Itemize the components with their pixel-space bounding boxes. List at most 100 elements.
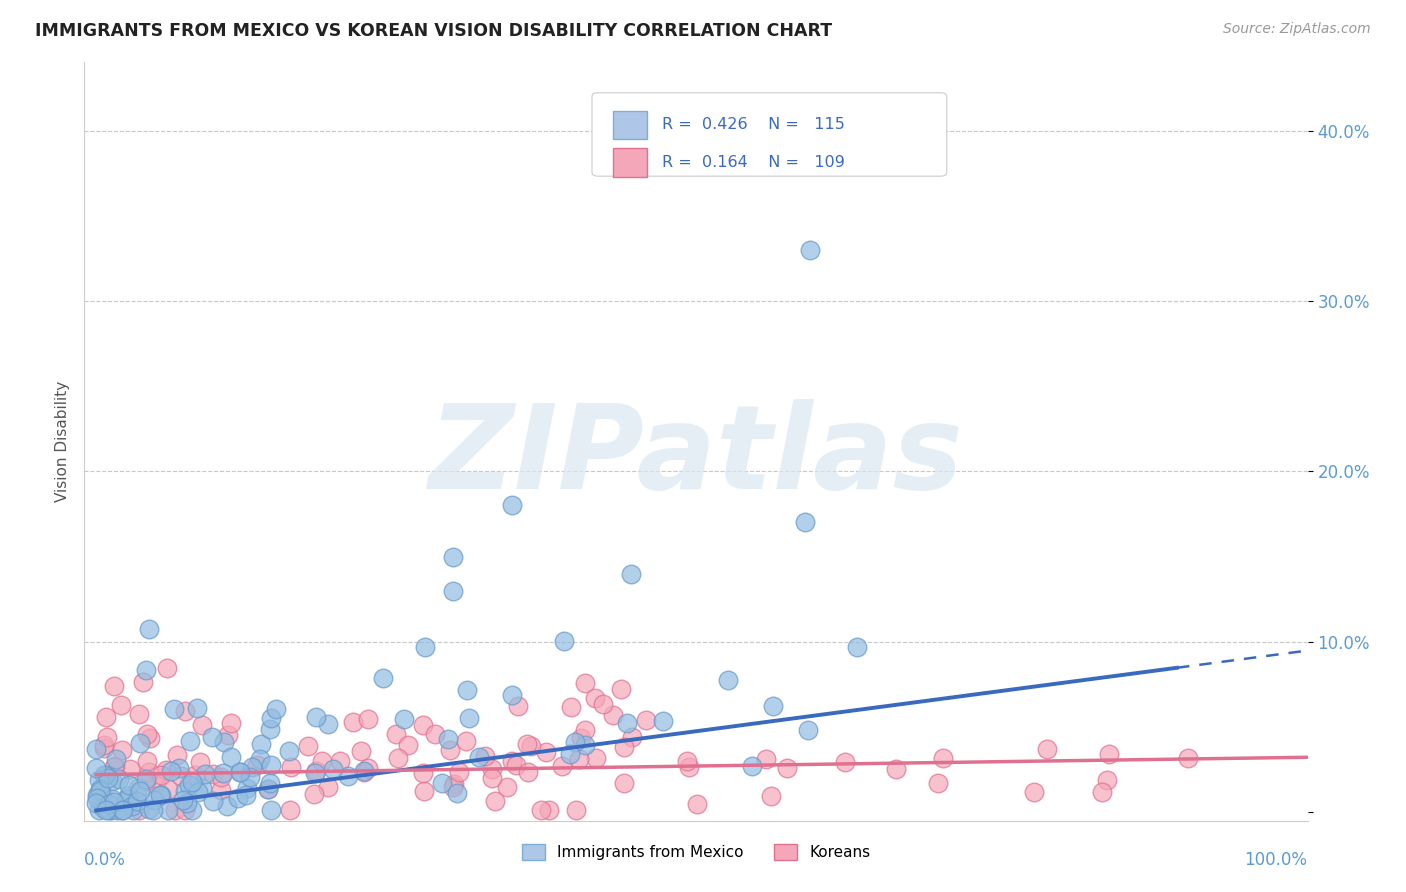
Point	[217, 728, 239, 742]
Point	[214, 735, 236, 749]
Point	[302, 788, 325, 802]
Point	[342, 715, 364, 730]
Point	[793, 516, 815, 530]
Point	[103, 795, 125, 809]
Point	[167, 761, 190, 775]
Point	[97, 771, 120, 785]
Point	[259, 722, 281, 736]
Point	[506, 699, 529, 714]
Point	[173, 804, 195, 818]
Text: Source: ZipAtlas.com: Source: ZipAtlas.com	[1223, 22, 1371, 37]
Point	[128, 804, 150, 818]
Point	[796, 723, 818, 737]
Point	[111, 804, 134, 818]
Point	[110, 698, 132, 713]
Point	[209, 770, 232, 784]
Point	[436, 731, 458, 746]
Point	[574, 723, 596, 737]
Point	[105, 804, 128, 818]
Point	[105, 751, 128, 765]
FancyBboxPatch shape	[613, 111, 647, 139]
Point	[574, 676, 596, 690]
Point	[520, 739, 543, 753]
Point	[86, 797, 108, 811]
Text: R =  0.164    N =   109: R = 0.164 N = 109	[662, 155, 845, 170]
Point	[468, 750, 491, 764]
Point	[86, 791, 108, 805]
Point	[246, 758, 269, 772]
Point	[741, 759, 763, 773]
Text: IMMIGRANTS FROM MEXICO VS KOREAN VISION DISABILITY CORRELATION CHART: IMMIGRANTS FROM MEXICO VS KOREAN VISION …	[35, 22, 832, 40]
Point	[236, 780, 259, 795]
Point	[834, 755, 856, 769]
Point	[188, 755, 211, 769]
Point	[217, 799, 239, 814]
Point	[305, 764, 328, 778]
Point	[530, 804, 553, 818]
Point	[501, 688, 523, 702]
Point	[558, 747, 581, 761]
Point	[567, 752, 589, 766]
Point	[652, 714, 675, 729]
Point	[118, 762, 141, 776]
Point	[149, 788, 172, 802]
Point	[353, 765, 375, 780]
Point	[111, 804, 134, 818]
Point	[495, 780, 517, 795]
Point	[229, 765, 252, 780]
Point	[932, 751, 955, 765]
Point	[759, 789, 782, 803]
Point	[799, 243, 821, 257]
Point	[249, 737, 271, 751]
Point	[371, 671, 394, 685]
Point	[845, 640, 868, 654]
Point	[194, 767, 217, 781]
Point	[412, 717, 434, 731]
Point	[226, 791, 249, 805]
Point	[84, 742, 107, 756]
Point	[517, 764, 540, 779]
Point	[96, 731, 118, 745]
Point	[176, 796, 198, 810]
Point	[585, 751, 607, 765]
Point	[675, 755, 697, 769]
Point	[191, 718, 214, 732]
Point	[616, 715, 638, 730]
Point	[484, 794, 506, 808]
Point	[157, 782, 180, 797]
Point	[336, 769, 359, 783]
Point	[93, 801, 115, 815]
Point	[717, 673, 740, 687]
Point	[443, 776, 465, 790]
Point	[686, 797, 709, 812]
Point	[353, 764, 375, 778]
Point	[138, 802, 160, 816]
FancyBboxPatch shape	[613, 148, 647, 178]
Point	[446, 786, 468, 800]
Point	[125, 794, 148, 808]
Point	[304, 710, 326, 724]
Point	[602, 708, 624, 723]
Point	[162, 701, 184, 715]
Point	[1097, 747, 1119, 761]
Point	[1177, 751, 1199, 765]
Point	[145, 776, 167, 790]
Point	[257, 781, 280, 796]
Point	[505, 757, 527, 772]
Point	[553, 634, 575, 648]
Point	[392, 713, 415, 727]
Point	[240, 760, 263, 774]
Point	[481, 771, 503, 785]
Point	[357, 761, 380, 775]
Point	[425, 727, 447, 741]
Point	[755, 752, 778, 766]
Point	[501, 498, 523, 512]
Point	[297, 739, 319, 753]
Point	[135, 772, 157, 787]
Text: R =  0.426    N =   115: R = 0.426 N = 115	[662, 118, 845, 133]
Point	[98, 797, 121, 812]
Point	[501, 755, 523, 769]
Point	[209, 783, 232, 797]
Point	[138, 764, 160, 779]
Point	[927, 776, 949, 790]
